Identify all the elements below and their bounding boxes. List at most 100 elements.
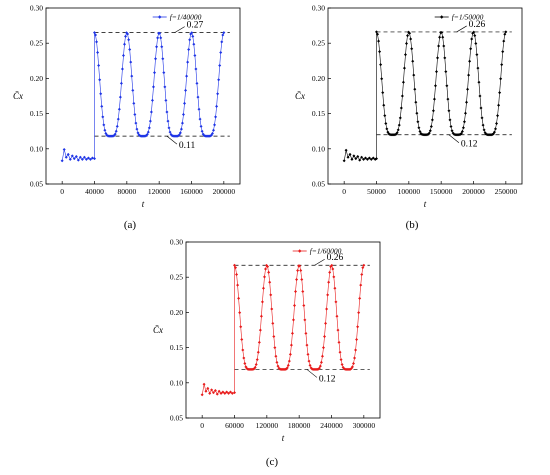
data-point [337, 340, 341, 344]
data-point [287, 359, 291, 363]
data-point [342, 159, 346, 163]
data-point [413, 87, 417, 91]
data-point [220, 40, 224, 44]
data-point [504, 30, 508, 34]
data-point [495, 121, 499, 125]
data-point [120, 67, 124, 71]
data-point [190, 31, 194, 35]
x-axis-title: t [142, 199, 145, 209]
data-point [210, 132, 214, 136]
data-point [427, 131, 431, 135]
data-point [256, 350, 260, 354]
data-point [215, 392, 219, 396]
data-point [300, 277, 304, 281]
data-point [358, 158, 362, 162]
data-point [115, 124, 119, 128]
data-point [461, 126, 465, 130]
data-point [376, 32, 380, 36]
data-point [371, 156, 375, 160]
data-point [477, 80, 481, 84]
data-point [184, 88, 188, 92]
data-point [354, 348, 358, 352]
data-point [350, 157, 354, 161]
data-point [384, 121, 388, 125]
data-point [117, 107, 121, 111]
data-point [211, 128, 215, 132]
data-point [472, 30, 476, 34]
data-point [353, 356, 357, 360]
data-point [242, 356, 246, 360]
data-point [129, 60, 133, 64]
data-point [339, 358, 343, 362]
data-point [358, 296, 362, 300]
x-tick-label: 300000 [353, 421, 376, 430]
legend-marker [297, 249, 302, 253]
data-point [66, 152, 70, 156]
data-point [84, 157, 88, 161]
data-point [360, 273, 364, 277]
data-point [410, 47, 414, 51]
data-point [493, 127, 497, 131]
data-point [213, 389, 217, 393]
data-point [402, 66, 406, 70]
data-point [233, 263, 236, 267]
annotation-min-label: 0.12 [461, 140, 478, 150]
data-point [354, 157, 358, 161]
data-point [200, 393, 204, 397]
y-tick-label: 0.05 [312, 180, 325, 189]
data-point [270, 307, 274, 311]
chart-panel-a: 0 40000 80000 120000 160000 200000 0.05 0.10 0.1… [13, 4, 241, 231]
data-point [234, 266, 238, 270]
data-point [285, 366, 289, 370]
data-point [214, 115, 218, 119]
data-point [269, 293, 273, 297]
data-point [356, 155, 360, 159]
y-tick-label: 0.20 [170, 308, 183, 317]
data-point [304, 331, 308, 335]
annotation-min-label: 0.11 [179, 141, 196, 151]
data-point [221, 33, 225, 37]
annotation-min-label: 0.12 [319, 374, 336, 384]
data-point [215, 104, 219, 108]
data-point [239, 325, 243, 329]
data-point [369, 157, 373, 161]
data-point [97, 64, 101, 68]
data-point [335, 314, 339, 318]
data-point [93, 157, 96, 161]
data-point [235, 273, 239, 277]
panel-label: (a) [124, 219, 137, 231]
x-axis-title: t [282, 433, 285, 443]
x-tick-label: 0 [60, 187, 64, 196]
y-tick-label: 0.10 [312, 144, 325, 153]
data-point [147, 126, 151, 130]
data-point [325, 307, 329, 311]
data-point [405, 41, 409, 45]
data-point [194, 67, 198, 71]
data-point [225, 390, 229, 394]
data-point [128, 48, 132, 52]
data-point [158, 31, 162, 35]
data-point [296, 269, 300, 273]
data-point [264, 267, 268, 271]
data-point [446, 97, 450, 101]
data-point [132, 101, 136, 105]
data-point [324, 321, 328, 325]
data-point [319, 360, 323, 364]
annotation-leader [448, 134, 460, 143]
x-tick-label: 180000 [288, 421, 311, 430]
data-point [119, 81, 123, 85]
data-point [94, 33, 98, 37]
legend-marker [439, 15, 444, 19]
data-point [395, 131, 399, 135]
y-tick-label: 0.30 [312, 4, 325, 13]
data-point [475, 53, 479, 57]
data-point [396, 128, 400, 132]
x-tick-label: 0 [200, 421, 204, 430]
data-point [481, 123, 485, 127]
data-point [161, 57, 165, 61]
chart-panel-b: 0 50000 100000 150000 200000 250000 0.05 0.10 0.… [295, 4, 523, 231]
data-point [364, 156, 368, 160]
data-point [259, 314, 263, 318]
y-tick-label: 0.30 [30, 4, 43, 13]
data-point [134, 121, 138, 125]
